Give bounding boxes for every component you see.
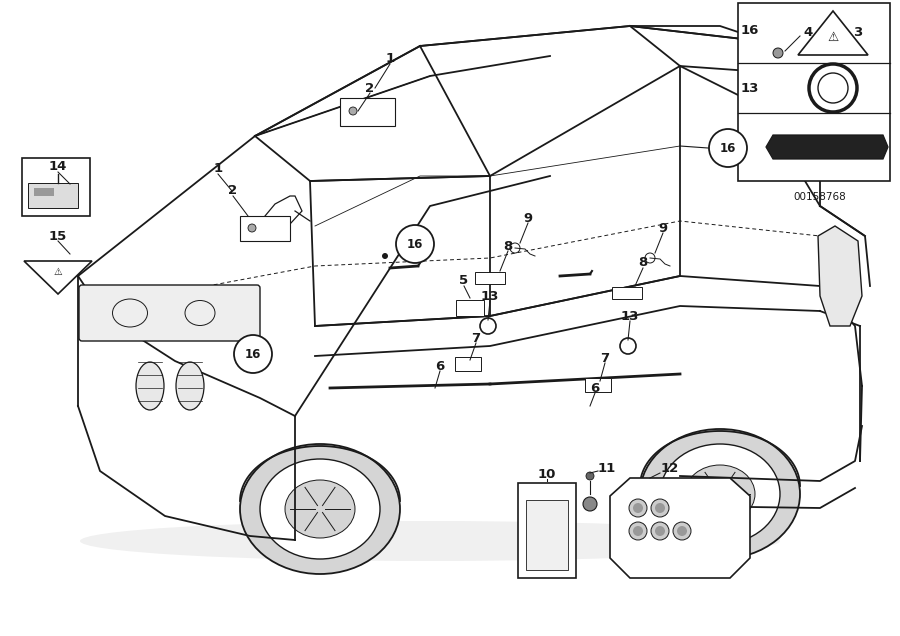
Bar xyxy=(585,378,611,392)
Bar xyxy=(22,158,90,216)
Text: 16: 16 xyxy=(245,347,261,361)
Polygon shape xyxy=(818,226,862,326)
Circle shape xyxy=(645,253,655,263)
Circle shape xyxy=(248,224,256,232)
Bar xyxy=(526,500,568,570)
Circle shape xyxy=(349,107,357,115)
Circle shape xyxy=(655,503,665,513)
Circle shape xyxy=(655,526,665,536)
Circle shape xyxy=(396,225,434,263)
Circle shape xyxy=(633,503,643,513)
Ellipse shape xyxy=(640,429,800,559)
Text: 6: 6 xyxy=(590,382,599,394)
Polygon shape xyxy=(798,11,868,55)
Circle shape xyxy=(818,73,848,103)
Bar xyxy=(738,3,890,181)
Bar xyxy=(240,216,290,241)
Text: 9: 9 xyxy=(659,221,668,235)
Polygon shape xyxy=(24,261,92,294)
Bar xyxy=(518,483,576,578)
Text: 9: 9 xyxy=(524,212,533,225)
Circle shape xyxy=(629,499,647,517)
Polygon shape xyxy=(610,478,750,578)
Ellipse shape xyxy=(80,521,780,561)
Text: 5: 5 xyxy=(459,275,469,287)
Text: 7: 7 xyxy=(600,352,609,364)
Circle shape xyxy=(629,522,647,540)
Circle shape xyxy=(677,526,687,536)
Text: 11: 11 xyxy=(598,462,616,476)
Text: 15: 15 xyxy=(49,230,68,242)
Bar xyxy=(475,272,505,284)
Circle shape xyxy=(633,526,643,536)
Circle shape xyxy=(809,64,857,112)
Bar xyxy=(34,188,54,196)
Ellipse shape xyxy=(660,444,780,544)
Text: ⚠: ⚠ xyxy=(827,31,839,43)
Circle shape xyxy=(651,499,669,517)
Circle shape xyxy=(673,522,691,540)
Ellipse shape xyxy=(240,444,400,574)
Circle shape xyxy=(510,243,520,253)
Circle shape xyxy=(709,129,747,167)
Bar xyxy=(28,183,78,208)
Text: 13: 13 xyxy=(481,289,500,303)
Ellipse shape xyxy=(176,362,204,410)
Circle shape xyxy=(586,472,594,480)
FancyBboxPatch shape xyxy=(79,285,260,341)
Bar xyxy=(456,300,484,316)
Text: 13: 13 xyxy=(741,81,760,95)
Circle shape xyxy=(651,522,669,540)
Text: 12: 12 xyxy=(661,462,680,476)
Text: 2: 2 xyxy=(365,81,374,95)
Text: 3: 3 xyxy=(853,25,862,39)
Ellipse shape xyxy=(285,480,355,538)
Ellipse shape xyxy=(685,465,755,523)
Text: 14: 14 xyxy=(49,160,68,174)
Bar xyxy=(455,357,481,371)
Bar xyxy=(340,98,395,126)
Ellipse shape xyxy=(260,459,380,559)
Text: 1: 1 xyxy=(385,53,394,66)
Text: 16: 16 xyxy=(407,237,423,251)
Circle shape xyxy=(234,335,272,373)
Text: 2: 2 xyxy=(229,184,238,198)
Bar xyxy=(612,287,642,299)
Polygon shape xyxy=(766,135,888,159)
Circle shape xyxy=(773,48,783,58)
Text: 10: 10 xyxy=(538,467,556,481)
Text: 13: 13 xyxy=(621,310,639,322)
Circle shape xyxy=(382,253,388,259)
Text: 6: 6 xyxy=(436,359,445,373)
Text: 16: 16 xyxy=(741,25,760,38)
Text: 1: 1 xyxy=(213,163,222,176)
Text: 8: 8 xyxy=(503,240,513,252)
Bar xyxy=(760,38,820,58)
Text: 4: 4 xyxy=(804,25,813,39)
Ellipse shape xyxy=(136,362,164,410)
Polygon shape xyxy=(265,196,302,228)
Circle shape xyxy=(583,497,597,511)
Text: ⚠: ⚠ xyxy=(54,267,62,277)
Text: 16: 16 xyxy=(720,141,736,155)
Text: 8: 8 xyxy=(638,256,648,270)
Text: 00158768: 00158768 xyxy=(794,192,846,202)
Text: 7: 7 xyxy=(472,331,481,345)
